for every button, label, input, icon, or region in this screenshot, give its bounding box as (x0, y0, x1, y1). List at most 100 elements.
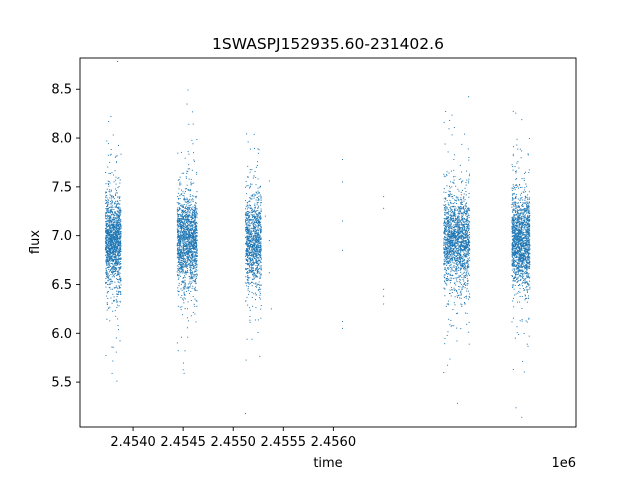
data-point (189, 251, 191, 253)
data-point (184, 272, 186, 274)
data-point (258, 212, 260, 214)
data-point (182, 287, 184, 289)
data-point (248, 271, 250, 273)
data-point (457, 234, 459, 236)
data-point (256, 210, 257, 212)
data-point (250, 249, 252, 251)
data-point (105, 254, 107, 256)
data-point (109, 264, 111, 266)
data-point (186, 249, 188, 251)
data-point (445, 241, 447, 243)
data-point (107, 198, 109, 200)
data-point (192, 201, 194, 202)
data-point (260, 227, 262, 229)
data-point (185, 251, 187, 253)
data-point (449, 241, 451, 243)
data-point (177, 192, 179, 194)
data-point (184, 241, 186, 243)
data-point (107, 283, 109, 285)
data-point (118, 229, 120, 231)
data-point (190, 276, 192, 278)
data-point (194, 262, 196, 264)
data-point (184, 197, 186, 199)
data-point (178, 226, 180, 228)
data-point (116, 238, 118, 240)
data-point (114, 258, 116, 260)
data-point (119, 213, 121, 215)
data-point (257, 247, 259, 249)
data-point (247, 165, 249, 167)
data-point (189, 264, 191, 266)
data-point (249, 291, 251, 293)
data-point (106, 271, 108, 273)
data-point (457, 259, 459, 261)
data-point (249, 247, 251, 249)
data-point (452, 218, 454, 220)
data-point (178, 239, 180, 241)
data-point (247, 287, 249, 289)
data-point (112, 213, 114, 215)
data-point (189, 230, 191, 232)
data-point (194, 256, 196, 258)
data-point (455, 199, 457, 201)
data-point (245, 249, 247, 251)
data-point (110, 256, 112, 258)
data-point (193, 266, 195, 268)
data-point (189, 249, 191, 251)
data-point (106, 303, 108, 305)
data-point (110, 194, 112, 196)
data-point (453, 182, 455, 184)
data-point (250, 246, 252, 248)
data-point (114, 235, 116, 237)
data-point (114, 237, 116, 239)
data-point (192, 232, 194, 234)
data-point (108, 287, 110, 289)
data-point (117, 253, 119, 255)
data-point (182, 369, 184, 371)
data-point (185, 241, 187, 243)
data-point (183, 216, 185, 218)
data-point (176, 208, 178, 210)
data-point (107, 260, 109, 262)
data-point (109, 226, 111, 228)
data-point (182, 236, 184, 238)
data-point (180, 151, 182, 153)
data-point (181, 215, 183, 217)
data-point (110, 269, 112, 271)
data-point (260, 305, 262, 307)
data-point (257, 199, 259, 201)
data-point (467, 257, 469, 259)
data-point (457, 241, 459, 243)
data-point (246, 224, 248, 226)
data-point (194, 242, 196, 244)
data-point (192, 218, 194, 220)
data-point (189, 268, 191, 270)
data-point (248, 233, 250, 235)
data-point (107, 183, 109, 185)
data-point (191, 228, 193, 230)
data-point (183, 285, 185, 287)
data-point (187, 228, 189, 230)
data-point (118, 236, 120, 238)
data-point (248, 221, 250, 223)
data-point (466, 220, 468, 222)
data-point (454, 237, 456, 239)
data-point (117, 222, 119, 224)
data-point (193, 221, 195, 223)
data-point (246, 253, 248, 255)
data-point (193, 240, 195, 242)
data-point (177, 273, 179, 275)
data-point (108, 180, 110, 182)
data-point (105, 259, 107, 261)
data-point (110, 250, 112, 252)
data-point (106, 309, 108, 311)
data-point (195, 282, 197, 284)
data-point (252, 264, 254, 266)
data-point (257, 237, 259, 239)
data-point (194, 221, 196, 223)
data-point (248, 204, 250, 206)
data-point (182, 262, 184, 264)
data-point (248, 225, 250, 227)
data-point (192, 247, 194, 249)
data-point (463, 208, 465, 210)
